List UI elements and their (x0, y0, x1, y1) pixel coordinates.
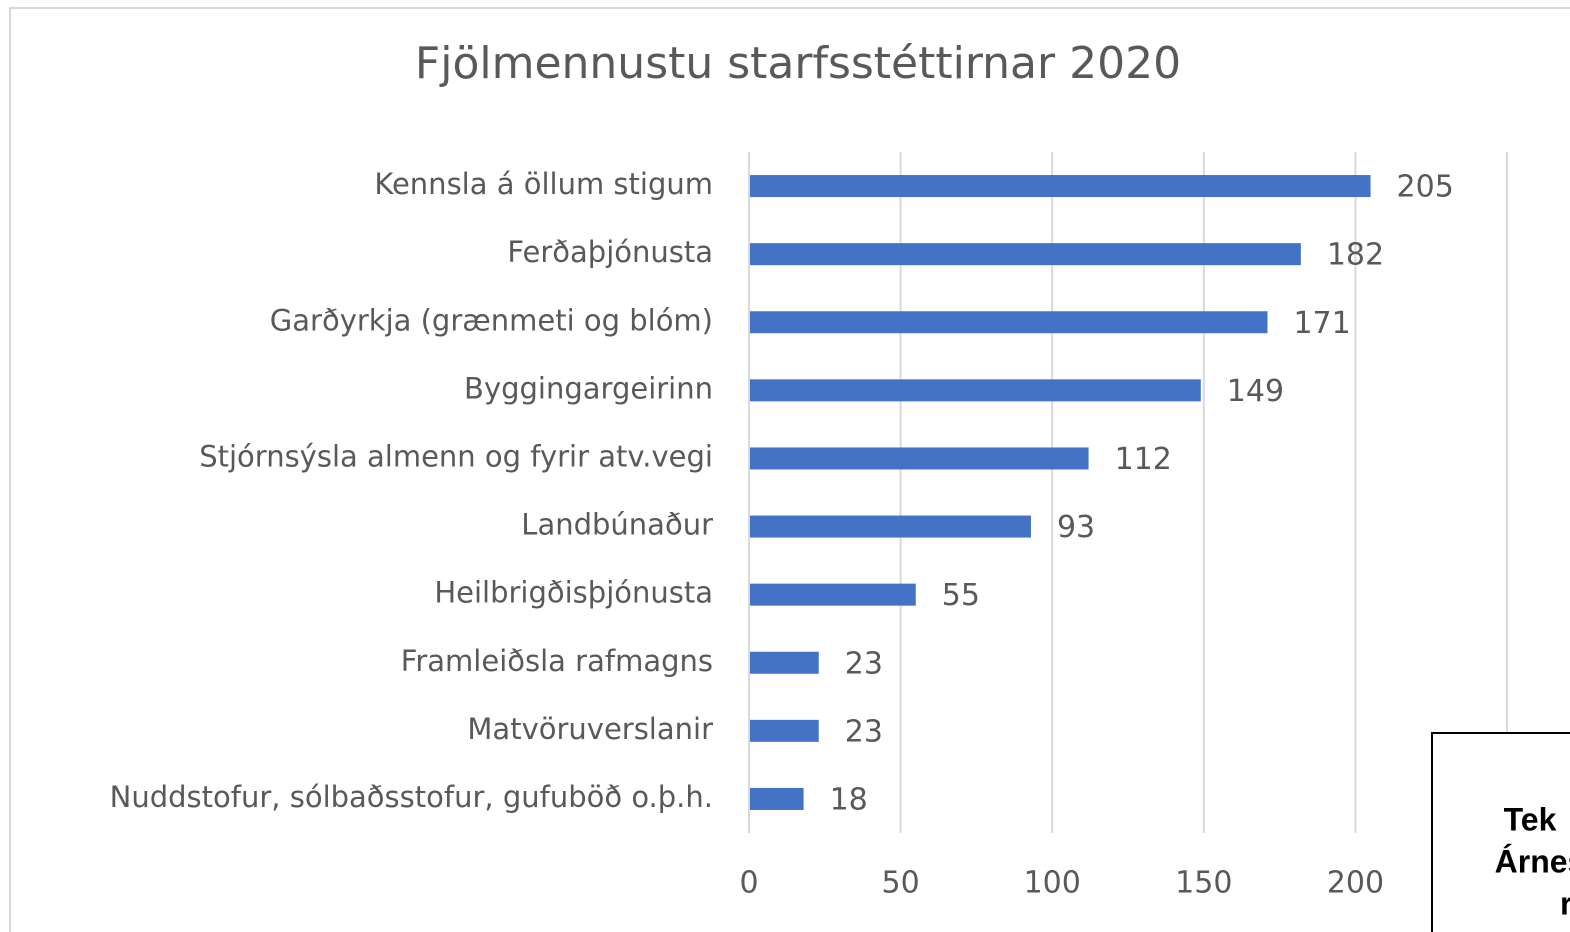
bar (749, 583, 916, 606)
y-tick-label: Byggingargeirinn (464, 371, 713, 405)
bar (749, 311, 1268, 334)
y-tick-label: Garðyrkja (grænmeti og blóm) (270, 303, 713, 337)
bar (749, 651, 819, 674)
data-label: 55 (942, 578, 980, 613)
y-tick-label: Nuddstofur, sólbaðsstofur, gufuböð o.þ.h… (110, 780, 713, 814)
y-tick-label: Landbúnaður (521, 508, 713, 542)
bar (749, 379, 1201, 402)
data-label: 18 (830, 782, 868, 817)
bar (749, 175, 1371, 198)
annotation: r (1560, 885, 1570, 921)
x-tick-label: 150 (1175, 866, 1232, 901)
y-tick-label: Stjórnsýsla almenn og fyrir atv.vegi (199, 439, 713, 473)
data-label: 171 (1293, 306, 1350, 341)
x-tick-label: 100 (1024, 866, 1081, 901)
chart-frame (9, 7, 1570, 932)
bar (749, 243, 1301, 266)
data-label: 182 (1327, 238, 1384, 273)
data-label: 93 (1057, 510, 1095, 545)
y-tick-label: Matvöruverslanir (467, 712, 713, 746)
chart-title: Fjölmennustu starfsstéttirnar 2020 (415, 38, 1181, 89)
bar (749, 447, 1089, 470)
data-label: 205 (1397, 170, 1454, 205)
x-tick-label: 0 (739, 866, 758, 901)
text-box (1431, 732, 1570, 932)
data-label: 112 (1115, 442, 1172, 477)
data-label: 23 (845, 714, 883, 749)
annotation: Árnes (1495, 843, 1570, 879)
data-label: 149 (1227, 374, 1284, 409)
y-tick-label: Framleiðsla rafmagns (401, 644, 713, 678)
annotation: Tek (1504, 801, 1557, 837)
data-label: 23 (845, 646, 883, 681)
bar (749, 787, 804, 810)
x-tick-label: 50 (882, 866, 920, 901)
bar (749, 515, 1031, 538)
y-tick-label: Ferðaþjónusta (507, 235, 713, 269)
x-tick-label: 200 (1327, 866, 1384, 901)
y-tick-label: Kennsla á öllum stigum (374, 167, 713, 201)
bar (749, 719, 819, 742)
y-tick-label: Heilbrigðisþjónusta (434, 576, 713, 610)
